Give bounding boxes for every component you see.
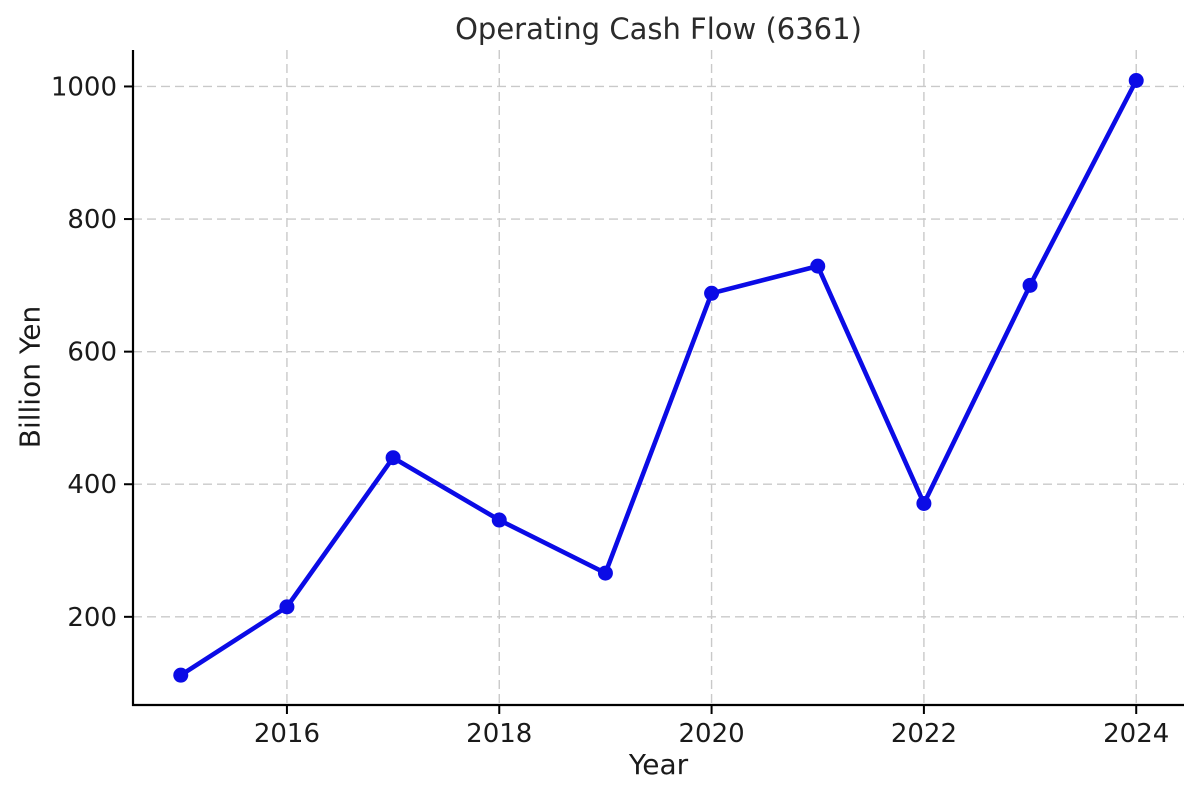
data-point <box>385 450 401 466</box>
x-tick-label: 2024 <box>1103 719 1169 749</box>
x-tick-label: 2018 <box>466 719 532 749</box>
data-point <box>704 285 720 301</box>
data-line <box>178 78 1139 678</box>
data-point <box>279 599 295 615</box>
y-tick-label: 1000 <box>51 72 117 102</box>
y-tick-label: 200 <box>67 603 117 633</box>
y-tick-label: 800 <box>67 205 117 235</box>
y-tick-label: 400 <box>67 470 117 500</box>
x-tick-label: 2016 <box>254 719 320 749</box>
data-point <box>491 512 507 528</box>
data-point <box>1128 72 1144 88</box>
chart-title: Operating Cash Flow (6361) <box>455 12 862 46</box>
data-point <box>1022 277 1038 293</box>
data-point <box>810 258 826 274</box>
data-point <box>173 667 189 683</box>
data-point <box>597 565 613 581</box>
data-point <box>916 495 932 511</box>
y-tick-label: 600 <box>67 338 117 368</box>
x-tick-label: 2022 <box>891 719 957 749</box>
x-tick-label: 2020 <box>678 719 744 749</box>
y-axis-label: Billion Yen <box>13 305 47 449</box>
x-axis-label: Year <box>628 748 689 781</box>
